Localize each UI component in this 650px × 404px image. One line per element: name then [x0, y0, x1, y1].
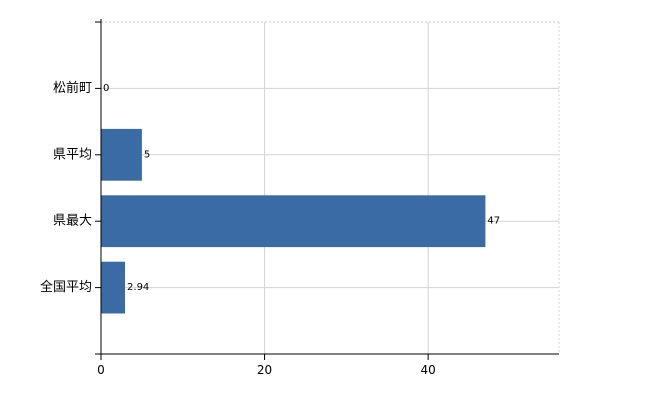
x-tick-label: 40 — [421, 363, 436, 377]
bar — [101, 261, 126, 314]
bar — [101, 128, 142, 181]
x-tick-label: 0 — [97, 363, 105, 377]
x-tick-label: 20 — [257, 363, 272, 377]
axes — [95, 19, 559, 360]
data-label: 0 — [103, 83, 109, 94]
bar — [101, 195, 486, 248]
category-label: 全国平均 — [40, 279, 92, 295]
category-label: 県最大 — [53, 214, 92, 229]
data-label: 2.94 — [127, 282, 149, 293]
bars — [101, 128, 486, 314]
data-label: 5 — [144, 149, 150, 160]
category-label: 松前町 — [53, 80, 92, 96]
data-label: 47 — [487, 216, 500, 227]
gridlines — [101, 21, 560, 354]
category-label: 県平均 — [53, 147, 92, 162]
